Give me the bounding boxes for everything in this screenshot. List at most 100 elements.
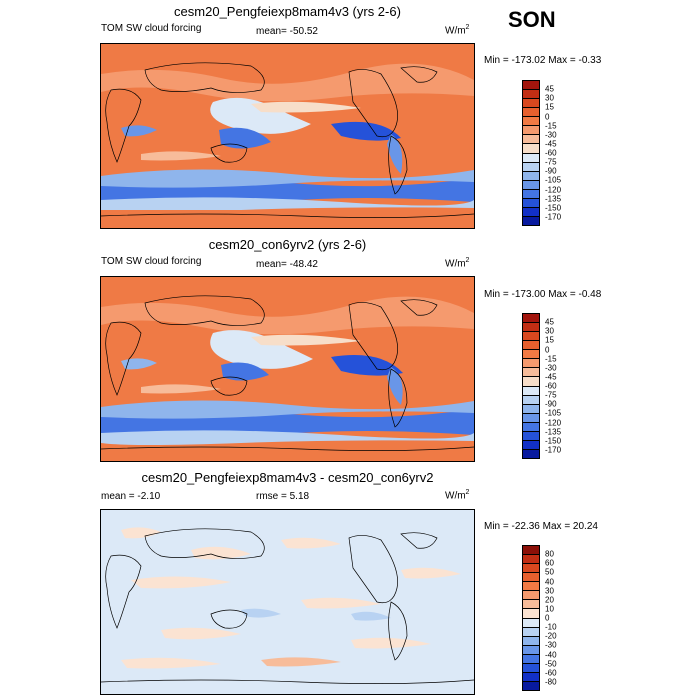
- panel2-map-svg: [101, 277, 474, 461]
- panel1-colorbar-labels: 45 30 15 0 -15 -30 -45 -60 -75 -90 -105 -120 -135 -15…: [545, 80, 585, 226]
- panel3-mean: mean = -2.10: [101, 491, 161, 502]
- colorbar-swatch: [523, 654, 539, 664]
- colorbar-tick-label: -105: [545, 408, 562, 418]
- colorbar-tick-label: -120: [545, 185, 562, 194]
- colorbar-tick-label: -135: [545, 427, 562, 437]
- colorbar-tick-label: -15: [545, 121, 557, 131]
- colorbar-swatch: [523, 108, 539, 118]
- colorbar-tick-label: -170: [545, 212, 562, 222]
- colorbar-tick-label: -80: [545, 677, 557, 687]
- colorbar-tick-label: -150: [545, 436, 562, 446]
- panel3-title: cesm20_Pengfeiexp8mam4v3 - cesm20_con6yr…: [141, 470, 434, 485]
- colorbar-tick-label: 30: [545, 586, 554, 596]
- colorbar-tick-label: 40: [545, 577, 554, 586]
- colorbar-tick-label: -30: [545, 640, 557, 650]
- colorbar-tick-label: -10: [545, 622, 557, 632]
- colorbar-swatch: [523, 81, 539, 91]
- colorbar-tick-label: 30: [545, 93, 554, 103]
- panel1-field: [101, 63, 474, 228]
- colorbar-tick-label: -30: [545, 130, 557, 140]
- colorbar-tick-label: -150: [545, 203, 562, 213]
- panel2-field: [101, 296, 474, 445]
- panel3-units: W/m2: [445, 489, 470, 502]
- colorbar-tick-label: 20: [545, 595, 554, 605]
- colorbar-swatch: [523, 341, 539, 351]
- colorbar-swatch: [523, 207, 539, 217]
- panel1-title: cesm20_Pengfeiexp8mam4v3 (yrs 2-6): [174, 4, 401, 19]
- colorbar-tick-label: 10: [545, 604, 554, 614]
- colorbar-swatch: [523, 350, 539, 360]
- colorbar-tick-label: -170: [545, 445, 562, 455]
- colorbar-tick-label: 0: [545, 613, 550, 623]
- panel2-minmax: Min = -173.00 Max = -0.48: [484, 289, 602, 300]
- colorbar-tick-label: 60: [545, 558, 554, 568]
- colorbar-swatch: [523, 162, 539, 172]
- panel3-map: [100, 509, 475, 695]
- colorbar-swatch: [523, 564, 539, 574]
- season-label: SON: [508, 7, 556, 32]
- colorbar-swatch: [523, 90, 539, 100]
- colorbar-swatch: [523, 627, 539, 637]
- colorbar-swatch: [523, 591, 539, 601]
- panel3-colorbar: [522, 545, 540, 691]
- colorbar-swatch: [523, 449, 539, 458]
- colorbar-tick-label: -30: [545, 363, 557, 373]
- panel1-units: W/m2: [445, 24, 470, 37]
- colorbar-tick-label: 80: [545, 549, 554, 559]
- colorbar-tick-label: -15: [545, 354, 557, 364]
- colorbar-tick-label: -40: [545, 650, 557, 659]
- colorbar-tick-label: 0: [545, 112, 550, 121]
- colorbar-tick-label: -45: [545, 372, 557, 382]
- panel1-colorbar: [522, 80, 540, 226]
- colorbar-swatch: [523, 582, 539, 592]
- panel1-variable: TOM SW cloud forcing: [101, 23, 202, 34]
- colorbar-swatch: [523, 117, 539, 127]
- colorbar-swatch: [523, 422, 539, 432]
- panel3-map-svg: [101, 510, 474, 694]
- panel3-minmax: Min = -22.36 Max = 20.24: [484, 521, 598, 532]
- colorbar-swatch: [523, 573, 539, 583]
- colorbar-tick-label: -135: [545, 194, 562, 204]
- panel3-coastlines: [101, 528, 474, 684]
- colorbar-tick-label: -60: [545, 668, 557, 678]
- colorbar-swatch: [523, 332, 539, 342]
- colorbar-swatch: [523, 618, 539, 628]
- colorbar-swatch: [523, 126, 539, 136]
- colorbar-swatch: [523, 672, 539, 682]
- colorbar-tick-label: 45: [545, 84, 554, 94]
- panel1-minmax: Min = -173.02 Max = -0.33: [484, 55, 602, 66]
- colorbar-swatch: [523, 359, 539, 369]
- colorbar-tick-label: -75: [545, 390, 557, 400]
- colorbar-tick-label: 50: [545, 567, 554, 577]
- panel1-map: [100, 43, 475, 229]
- colorbar-tick-label: -60: [545, 148, 557, 158]
- panel2-map: [100, 276, 475, 462]
- colorbar-swatch: [523, 663, 539, 673]
- colorbar-swatch: [523, 413, 539, 423]
- colorbar-tick-label: -50: [545, 659, 557, 669]
- panel2-mean: mean= -48.42: [256, 259, 318, 270]
- colorbar-swatch: [523, 440, 539, 450]
- colorbar-swatch: [523, 546, 539, 556]
- colorbar-tick-label: 15: [545, 102, 554, 112]
- panel1-mean: mean= -50.52: [256, 26, 318, 37]
- colorbar-swatch: [523, 314, 539, 324]
- panel2-colorbar-labels: 45 30 15 0 -15 -30 -45 -60 -75 -90 -105 -120 -135 -15…: [545, 313, 585, 459]
- colorbar-swatch: [523, 681, 539, 690]
- panel1-map-svg: [101, 44, 474, 228]
- colorbar-swatch: [523, 198, 539, 208]
- colorbar-swatch: [523, 431, 539, 441]
- colorbar-tick-label: -75: [545, 157, 557, 167]
- colorbar-swatch: [523, 135, 539, 145]
- colorbar-tick-label: -20: [545, 631, 557, 641]
- panel3-rmse: rmse = 5.18: [256, 491, 310, 502]
- colorbar-tick-label: 45: [545, 317, 554, 327]
- colorbar-swatch: [523, 609, 539, 619]
- colorbar-swatch: [523, 189, 539, 199]
- colorbar-tick-label: 15: [545, 335, 554, 345]
- colorbar-swatch: [523, 395, 539, 405]
- colorbar-swatch: [523, 153, 539, 163]
- colorbar-tick-label: -90: [545, 166, 557, 176]
- colorbar-swatch: [523, 323, 539, 333]
- colorbar-swatch: [523, 180, 539, 190]
